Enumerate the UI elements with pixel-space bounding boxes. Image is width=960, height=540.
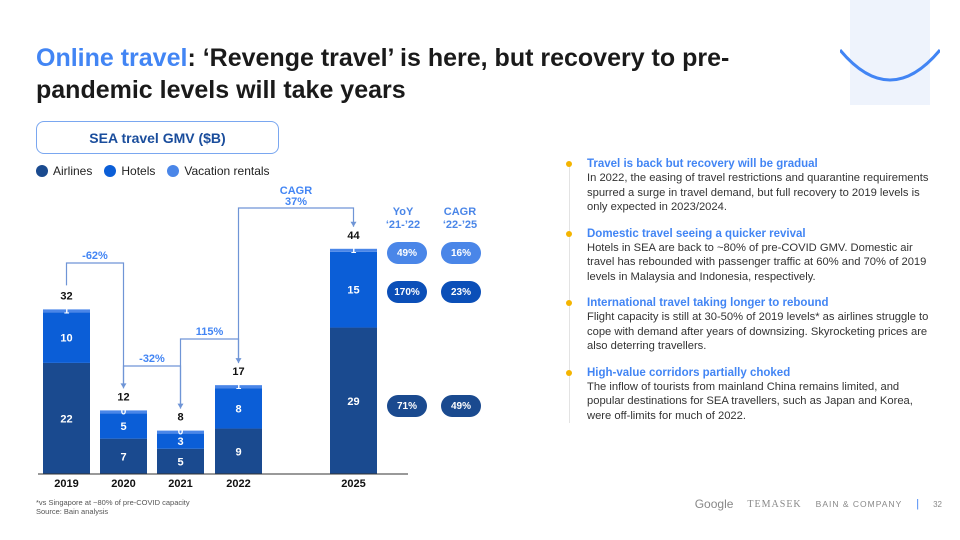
bar-total-label: 32 — [60, 290, 72, 302]
chart-legend: Airlines Hotels Vacation rentals — [36, 164, 270, 178]
separator: | — [916, 498, 920, 510]
insight-body: In 2022, the easing of travel restrictio… — [587, 172, 929, 213]
bar-segment-vacation-rentals — [215, 385, 262, 389]
yoy-header: YoY ‘21-’22 — [385, 206, 421, 231]
yoy-pill-airlines: 71% — [387, 395, 427, 417]
bar-segment-airlines — [43, 362, 90, 474]
bar-segment-airlines — [157, 448, 204, 474]
growth-label: 115% — [196, 326, 224, 338]
bar-value-label: 9 — [235, 446, 241, 458]
bar-value-label: 1 — [64, 305, 70, 316]
bar-value-label: 0 — [121, 406, 127, 417]
x-tick-label: 2020 — [111, 478, 135, 490]
cagr-header: CAGR ‘22-’25 — [442, 206, 478, 231]
legend-dot-icon — [36, 165, 48, 177]
bar-value-label: 15 — [347, 285, 359, 297]
bar-value-label: 1 — [236, 381, 242, 392]
bar-segment-vacation-rentals — [43, 309, 90, 313]
gmv-bar-chart: 2210132201975012202053082021981172022291… — [38, 185, 408, 490]
bain-logo: BAIN & COMPANY — [815, 499, 903, 509]
insight-heading: High-value corridors partially choked — [587, 366, 791, 379]
bar-segment-airlines — [330, 327, 377, 474]
source-note: Source: Bain analysis — [36, 507, 109, 516]
insights-panel: Travel is back but recovery will be grad… — [566, 157, 930, 435]
bar-segment-airlines — [215, 428, 262, 474]
bar-value-label: 29 — [347, 396, 359, 408]
insight-section: Domestic travel seeing a quicker revival… — [566, 227, 930, 285]
legend-dot-icon — [167, 165, 180, 177]
legend-label: Airlines — [53, 164, 93, 178]
growth-label: 37% — [285, 196, 307, 208]
x-tick-label: 2021 — [168, 478, 192, 490]
bar-segment-hotels — [157, 433, 204, 449]
cagr-pill-airlines: 49% — [441, 395, 481, 417]
bar-value-label: 1 — [351, 245, 357, 256]
insight-section: High-value corridors partially choked The… — [566, 366, 930, 424]
insight-heading: Travel is back but recovery will be grad… — [587, 158, 818, 170]
yoy-pill-rentals: 49% — [387, 242, 427, 264]
bar-value-label: 3 — [177, 436, 183, 448]
insight-heading: International travel taking longer to re… — [587, 297, 829, 309]
insight-body: Hotels in SEA are back to ~80% of pre-CO… — [587, 241, 927, 283]
growth-label: CAGR — [280, 185, 312, 197]
legend-vacation-rentals: Vacation rentals — [167, 164, 270, 178]
x-tick-label: 2019 — [54, 478, 78, 490]
yoy-pill-hotels: 170% — [387, 281, 427, 303]
insight-body: The inflow of tourists from mainland Chi… — [587, 380, 913, 422]
bar-segment-hotels — [100, 413, 147, 439]
bullet-icon — [566, 369, 572, 376]
cagr-pill-hotels: 23% — [441, 281, 481, 303]
divider — [569, 163, 570, 423]
bar-value-label: 7 — [120, 451, 126, 463]
bar-segment-hotels — [43, 312, 90, 363]
bar-value-label: 5 — [177, 456, 183, 468]
bar-total-label: 8 — [177, 412, 183, 424]
chart-title-box: SEA travel GMV ($B) — [36, 121, 279, 154]
google-logo: Google — [694, 497, 734, 511]
arrowhead-icon — [350, 221, 357, 227]
decorative-arc — [840, 0, 940, 105]
bar-segment-hotels — [330, 251, 377, 328]
growth-label: -32% — [139, 353, 165, 365]
legend-label: Hotels — [121, 164, 156, 178]
growth-arrow — [122, 365, 182, 409]
bar-total-label: 44 — [347, 230, 360, 242]
footnote: *vs Singapore at ~80% of pre-COVID capac… — [36, 498, 190, 507]
bar-value-label: 8 — [235, 403, 241, 415]
bar-segment-vacation-rentals — [157, 430, 204, 434]
legend-hotels: Hotels — [104, 164, 155, 178]
bar-value-label: 10 — [60, 333, 72, 345]
x-tick-label: 2025 — [341, 478, 365, 490]
footer: Google TEMASEK BAIN & COMPANY | 32 — [695, 497, 942, 511]
page-title: Online travel: ‘Revenge travel’ is here,… — [36, 44, 730, 104]
legend-label: Vacation rentals — [184, 164, 270, 178]
bar-total-label: 17 — [232, 366, 244, 378]
bar-value-label: 0 — [178, 427, 184, 438]
insight-section: International travel taking longer to re… — [566, 296, 930, 354]
bar-total-label: 12 — [117, 391, 129, 403]
bullet-icon — [566, 230, 572, 237]
cagr-pill-rentals: 16% — [441, 242, 481, 264]
insight-section: Travel is back but recovery will be grad… — [566, 157, 930, 215]
bar-segment-vacation-rentals — [330, 248, 377, 252]
x-tick-label: 2022 — [226, 478, 250, 490]
growth-arrow — [65, 262, 125, 389]
footnotes: *vs Singapore at ~80% of pre-COVID capac… — [36, 498, 190, 516]
bar-value-label: 5 — [120, 421, 126, 433]
insight-heading: Domestic travel seeing a quicker revival — [587, 227, 806, 240]
bar-segment-airlines — [100, 438, 147, 474]
temasek-logo: TEMASEK — [747, 498, 802, 510]
bar-segment-hotels — [215, 388, 262, 429]
legend-airlines: Airlines — [36, 164, 92, 178]
legend-dot-icon — [104, 165, 117, 177]
bar-value-label: 22 — [60, 413, 72, 425]
growth-arrow — [237, 207, 355, 362]
insight-body: Flight capacity is still at 30-50% of 20… — [587, 311, 929, 352]
growth-label: -62% — [82, 250, 108, 262]
bar-segment-vacation-rentals — [100, 410, 147, 414]
bullet-icon — [566, 300, 572, 306]
bullet-icon — [566, 161, 572, 167]
page-number: 32 — [933, 499, 942, 509]
